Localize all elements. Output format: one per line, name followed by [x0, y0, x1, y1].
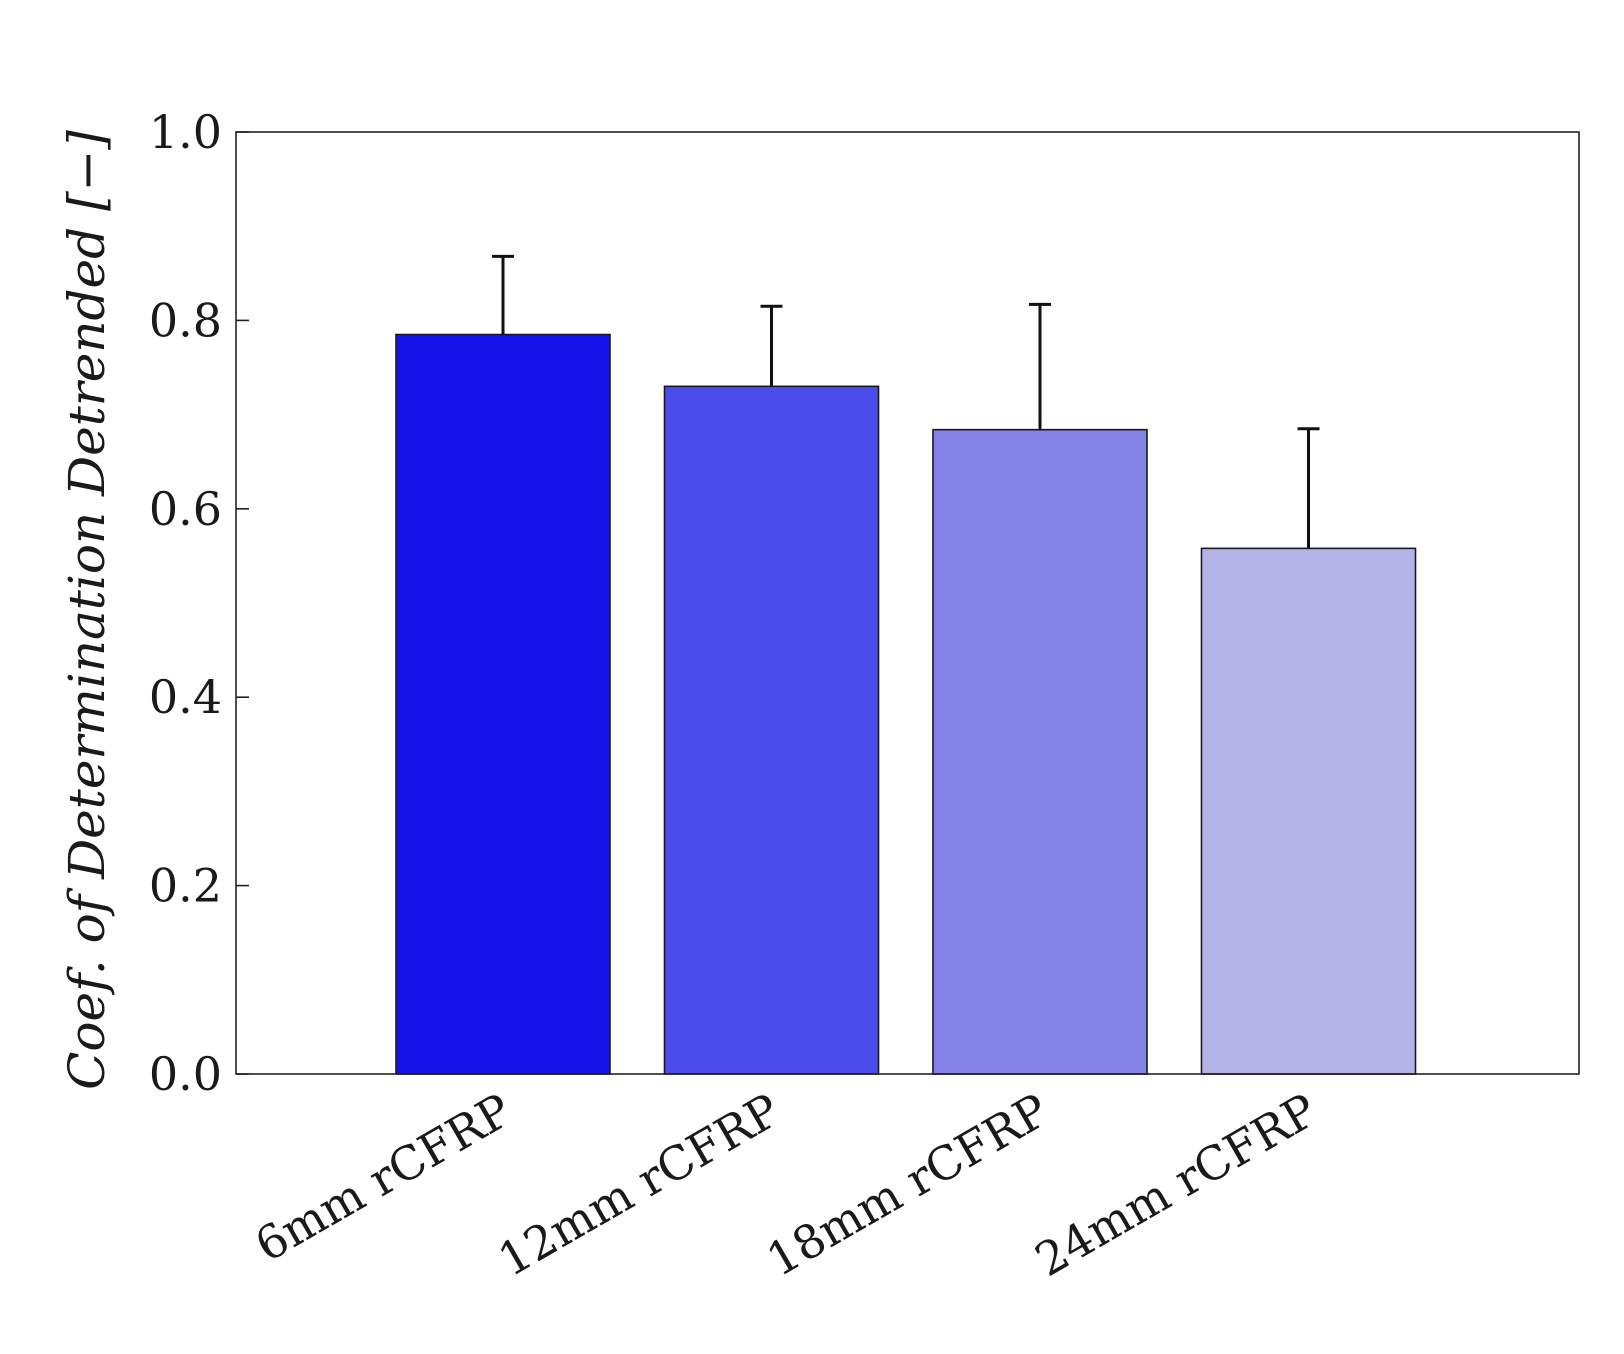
- y-tick-label: 0.8: [149, 293, 222, 347]
- bars-layer: [395, 333, 1417, 1075]
- x-category-label: 12mm rCFRP: [489, 1083, 789, 1287]
- bar-2: [663, 385, 880, 1075]
- x-category-label: 6mm rCFRP: [246, 1083, 521, 1273]
- y-axis-ticks: 0.0 0.2 0.4 0.6 0.8 1.0: [149, 105, 249, 1101]
- error-bars-layer: [492, 254, 1320, 549]
- bar-4: [1200, 547, 1417, 1075]
- y-tick-label: 0.2: [149, 859, 222, 913]
- bar-3: [932, 428, 1148, 1075]
- plot-area-frame: [235, 131, 1580, 1075]
- x-category-label: 18mm rCFRP: [758, 1083, 1058, 1287]
- bar-1: [395, 333, 611, 1075]
- y-tick-label: 0.4: [149, 670, 222, 724]
- x-category-label: 24mm rCFRP: [1026, 1083, 1326, 1287]
- y-tick-label: 0.0: [149, 1047, 222, 1101]
- y-axis-title: Coef. of Determination Detrended [−]: [58, 130, 116, 1090]
- y-tick-label: 0.6: [149, 482, 222, 536]
- y-tick-label: 1.0: [149, 105, 222, 159]
